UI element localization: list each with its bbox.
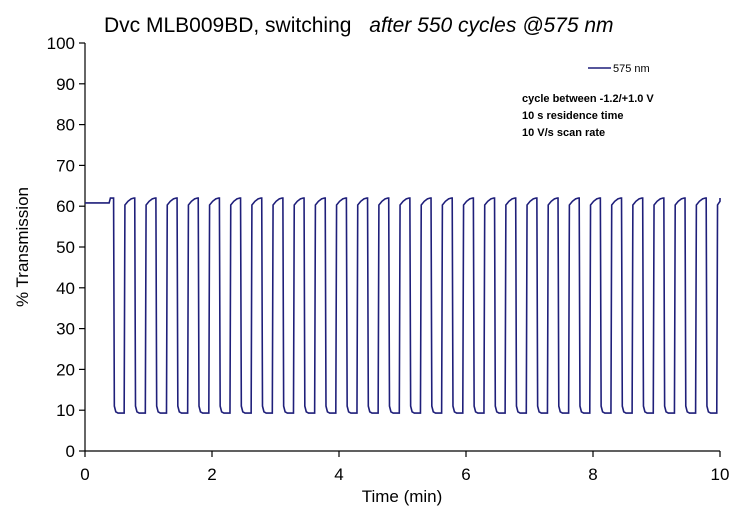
annotation-residence: 10 s residence time: [522, 110, 624, 122]
legend: 575 nm: [588, 63, 650, 75]
annotations: cycle between -1.2/+1.0 V 10 s residence…: [522, 93, 654, 139]
y-tick-label: 0: [66, 442, 75, 461]
chart-title: Dvc MLB009BD, switching after 550 cycles…: [104, 14, 614, 37]
legend-label: 575 nm: [613, 63, 650, 75]
y-tick-label: 50: [56, 238, 75, 257]
x-tick-label: 2: [207, 465, 216, 484]
x-tick-label: 8: [588, 465, 597, 484]
annotation-scan-rate: 10 V/s scan rate: [522, 127, 605, 139]
y-axis-label: % Transmission: [13, 187, 32, 307]
y-tick-label: 10: [56, 401, 75, 420]
y-tick-label: 60: [56, 197, 75, 216]
x-tick-label: 10: [711, 465, 730, 484]
series-575nm-line: [85, 197, 721, 414]
x-axis-label: Time (min): [362, 487, 443, 506]
tick-labels: 0 10 20 30 40 50 60 70 80 90 100 0 2 4 6 8 10: [47, 34, 730, 484]
y-tick-label: 20: [56, 360, 75, 379]
y-tick-label: 100: [47, 34, 75, 53]
y-tick-label: 90: [56, 75, 75, 94]
x-tick-label: 6: [461, 465, 470, 484]
x-tick-label: 4: [334, 465, 343, 484]
chart-title-suffix: after 550 cycles @575 nm: [369, 14, 613, 37]
plot-area: [85, 43, 720, 451]
y-tick-label: 40: [56, 279, 75, 298]
y-tick-label: 70: [56, 156, 75, 175]
annotation-cycle: cycle between -1.2/+1.0 V: [522, 93, 654, 105]
axes: [79, 42, 721, 457]
y-tick-label: 30: [56, 320, 75, 339]
chart-title-main: Dvc MLB009BD, switching: [104, 14, 351, 37]
y-tick-label: 80: [56, 116, 75, 135]
x-tick-label: 0: [80, 465, 89, 484]
